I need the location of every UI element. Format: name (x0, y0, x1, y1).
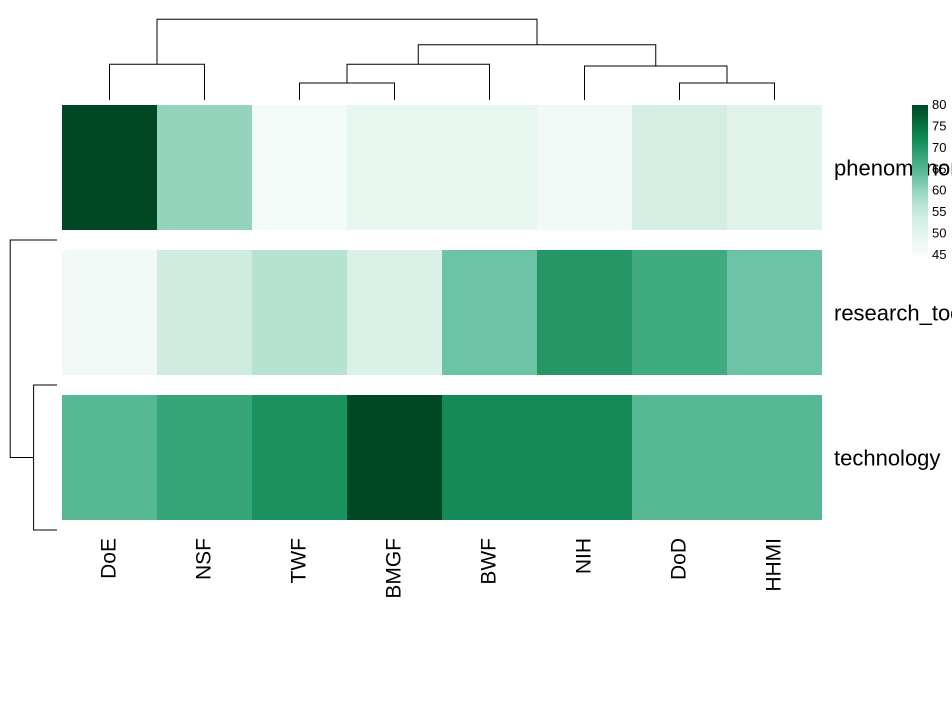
heatmap-cell (157, 250, 252, 375)
heatmap-cell (442, 105, 537, 230)
colorbar-tick-label: 80 (932, 97, 946, 112)
heatmap-cell (442, 250, 537, 375)
colorbar (912, 105, 928, 255)
column-label: NSF (193, 538, 216, 580)
heatmap-cell (632, 395, 727, 520)
heatmap-cell (62, 395, 157, 520)
row-label: technology (834, 446, 940, 471)
heatmap-cell (347, 395, 442, 520)
column-label: NIH (573, 538, 596, 574)
colorbar-tick-label: 50 (932, 226, 946, 241)
heatmap-cell (347, 105, 442, 230)
colorbar-tick-label: 75 (932, 118, 946, 133)
column-label: HHMI (763, 538, 786, 592)
colorbar-tick-label: 60 (932, 183, 946, 198)
heatmap-cell (252, 395, 347, 520)
column-label: TWF (288, 538, 311, 583)
heatmap-cell (62, 105, 157, 230)
heatmap-cell (252, 250, 347, 375)
heatmap-cell (632, 250, 727, 375)
heatmap-cell (632, 105, 727, 230)
column-label: BWF (478, 538, 501, 585)
heatmap-cell (252, 105, 347, 230)
row-label: research_tool (834, 301, 952, 326)
column-label: DoD (668, 538, 691, 580)
heatmap-cell (727, 250, 822, 375)
heatmap-cell (727, 395, 822, 520)
clustermap-heatmap: phenomenonresearch_tooltechnologyDoENSFT… (0, 0, 952, 716)
heatmap-cell (157, 395, 252, 520)
heatmap-cell (537, 105, 632, 230)
colorbar-tick-label: 55 (932, 204, 946, 219)
column-label: BMGF (383, 538, 406, 599)
heatmap-cell (157, 105, 252, 230)
colorbar-tick-label: 65 (932, 161, 946, 176)
colorbar-tick-label: 45 (932, 247, 946, 262)
heatmap-cell (727, 105, 822, 230)
colorbar-tick-label: 70 (932, 140, 946, 155)
heatmap-cell (62, 250, 157, 375)
heatmap-cell (347, 250, 442, 375)
heatmap-cell (537, 395, 632, 520)
column-label: DoE (98, 538, 121, 579)
heatmap-cell (537, 250, 632, 375)
heatmap-cell (442, 395, 537, 520)
